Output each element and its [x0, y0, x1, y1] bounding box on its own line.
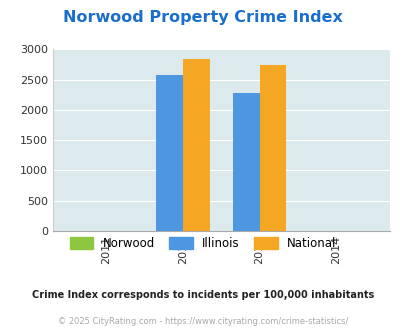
Bar	[232, 93, 259, 231]
Legend: Norwood, Illinois, National: Norwood, Illinois, National	[65, 232, 340, 255]
Text: © 2025 CityRating.com - https://www.cityrating.com/crime-statistics/: © 2025 CityRating.com - https://www.city…	[58, 317, 347, 326]
Text: Crime Index corresponds to incidents per 100,000 inhabitants: Crime Index corresponds to incidents per…	[32, 290, 373, 300]
Bar	[156, 75, 183, 231]
Text: Norwood Property Crime Index: Norwood Property Crime Index	[63, 10, 342, 25]
Bar	[259, 65, 286, 231]
Bar	[183, 58, 209, 231]
